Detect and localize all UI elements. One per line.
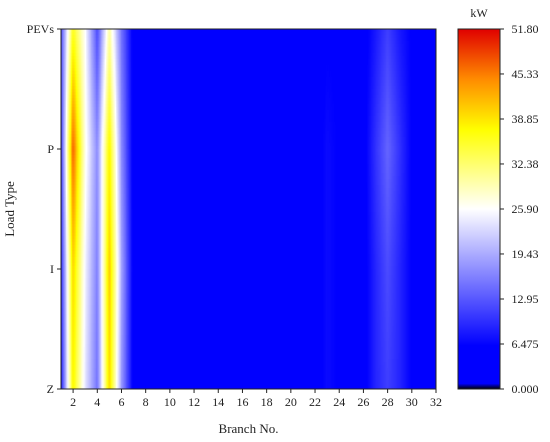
heatmap-surface: [61, 29, 436, 389]
